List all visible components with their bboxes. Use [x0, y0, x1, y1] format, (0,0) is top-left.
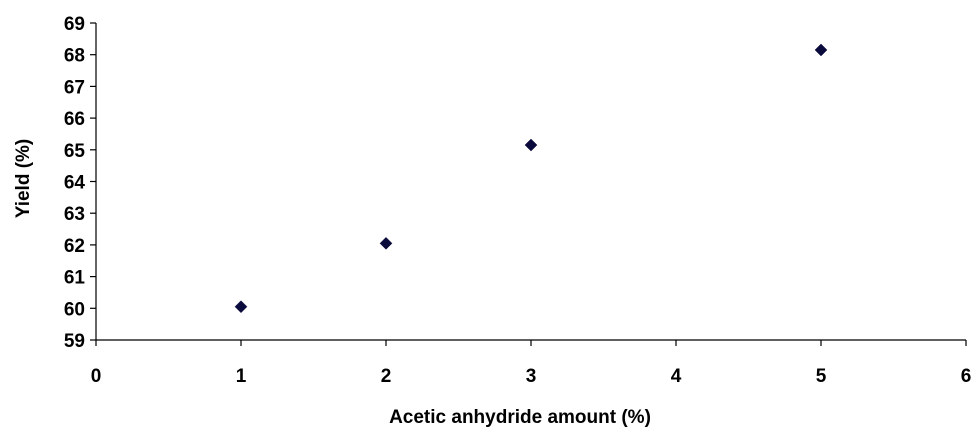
x-tick-label: 1	[236, 366, 247, 387]
y-tick-label: 59	[64, 331, 85, 352]
y-axis-title: Yield (%)	[13, 139, 34, 219]
x-axis-ticks: 0 1 2 3 4 5 6	[91, 340, 972, 387]
y-axis-ticks: 59 60 61 62 63 64 65 66 67 68 69	[64, 14, 96, 352]
x-tick-label: 5	[816, 366, 827, 387]
y-tick-label: 69	[64, 14, 85, 35]
data-point	[234, 300, 248, 314]
x-tick-label: 0	[91, 366, 102, 387]
y-tick-label: 64	[64, 173, 86, 194]
x-tick-label: 3	[526, 366, 537, 387]
y-tick-label: 67	[64, 77, 85, 98]
y-tick-label: 65	[64, 141, 86, 162]
data-point	[814, 43, 828, 57]
x-tick-label: 4	[671, 366, 682, 387]
y-tick-label: 66	[64, 109, 85, 130]
y-tick-label: 63	[64, 204, 85, 225]
y-tick-label: 61	[64, 268, 86, 289]
data-point	[524, 138, 538, 152]
y-tick-label: 68	[64, 46, 85, 67]
data-points	[234, 43, 828, 314]
x-tick-label: 6	[961, 366, 972, 387]
y-tick-label: 60	[64, 299, 85, 320]
data-point	[379, 236, 393, 250]
y-tick-label: 62	[64, 236, 85, 257]
x-axis-title: Acetic anhydride amount (%)	[389, 407, 651, 428]
x-tick-label: 2	[381, 366, 392, 387]
